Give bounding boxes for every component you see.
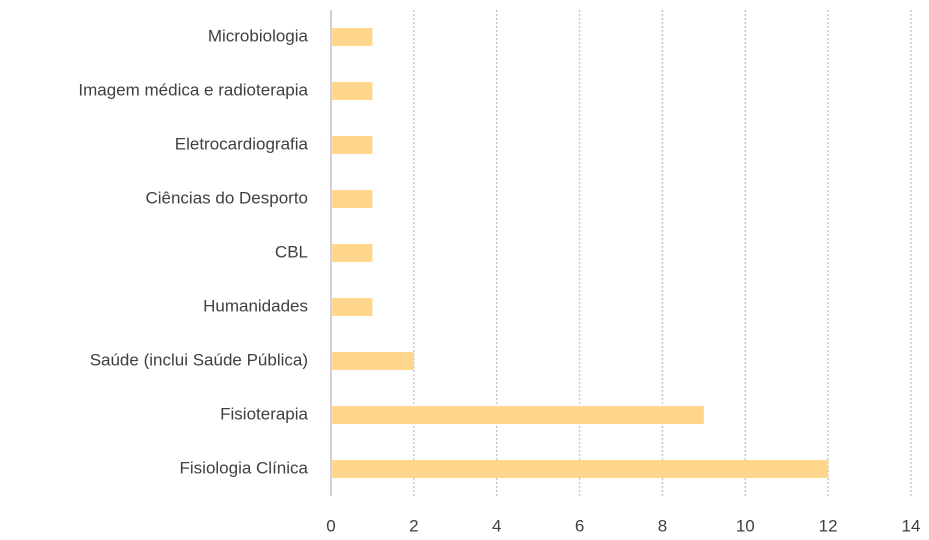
x-tick-label: 10: [736, 516, 755, 535]
y-tick-label: Imagem médica e radioterapia: [78, 80, 308, 99]
bar: [331, 28, 373, 46]
bar: [331, 244, 373, 262]
x-tick-label: 2: [409, 516, 418, 535]
bar: [331, 190, 373, 208]
y-tick-label: Ciências do Desporto: [145, 188, 308, 207]
bar: [331, 352, 414, 370]
bar: [331, 136, 373, 154]
y-tick-label: CBL: [275, 242, 308, 261]
x-tick-label: 12: [819, 516, 838, 535]
x-tick-label: 8: [658, 516, 667, 535]
y-tick-label: Humanidades: [203, 296, 308, 315]
x-tick-label: 4: [492, 516, 501, 535]
x-tick-label: 6: [575, 516, 584, 535]
y-tick-label: Fisiologia Clínica: [180, 458, 309, 477]
y-tick-label: Fisioterapia: [220, 404, 308, 423]
bar: [331, 82, 373, 100]
x-tick-label: 0: [326, 516, 335, 535]
bar: [331, 460, 829, 478]
bar: [331, 406, 704, 424]
y-tick-label: Eletrocardiografia: [175, 134, 309, 153]
y-tick-label: Microbiologia: [208, 26, 309, 45]
y-tick-label: Saúde (inclui Saúde Pública): [90, 350, 308, 369]
bar: [331, 298, 373, 316]
x-tick-label: 14: [902, 516, 921, 535]
